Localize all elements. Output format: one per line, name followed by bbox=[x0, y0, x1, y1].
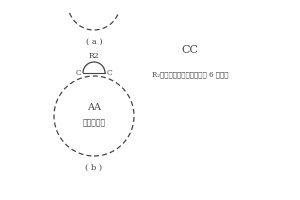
Text: C: C bbox=[76, 69, 81, 77]
Text: ( b ): ( b ) bbox=[85, 164, 103, 172]
Text: CC: CC bbox=[182, 45, 199, 55]
Text: 富勒烯部分: 富勒烯部分 bbox=[82, 119, 106, 127]
Text: ( a ): ( a ) bbox=[86, 38, 102, 46]
Text: AA: AA bbox=[87, 102, 101, 112]
Text: R₂的构成原子的总原子量为 6 或更大: R₂的构成原子的总原子量为 6 或更大 bbox=[152, 70, 228, 78]
Text: R2: R2 bbox=[89, 52, 99, 60]
Text: C: C bbox=[106, 69, 112, 77]
